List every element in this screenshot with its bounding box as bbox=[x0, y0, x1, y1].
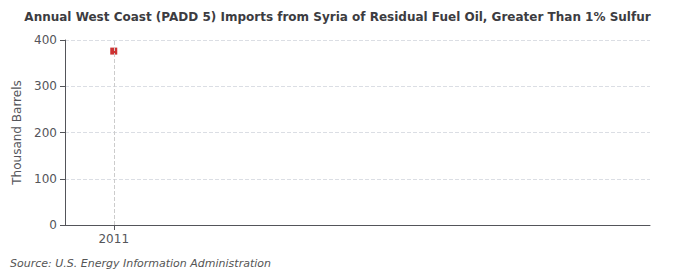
svg-text:400: 400 bbox=[34, 33, 57, 47]
svg-text:2011: 2011 bbox=[98, 232, 129, 246]
svg-text:Source: U.S. Energy Informatio: Source: U.S. Energy Information Administ… bbox=[10, 257, 271, 270]
svg-text:200: 200 bbox=[34, 126, 57, 140]
svg-text:100: 100 bbox=[34, 172, 57, 186]
svg-text:Annual West Coast (PADD 5) Imp: Annual West Coast (PADD 5) Imports from … bbox=[24, 10, 650, 24]
svg-text:300: 300 bbox=[34, 79, 57, 93]
svg-text:0: 0 bbox=[49, 218, 57, 232]
svg-text:Thousand Barrels: Thousand Barrels bbox=[10, 80, 24, 185]
